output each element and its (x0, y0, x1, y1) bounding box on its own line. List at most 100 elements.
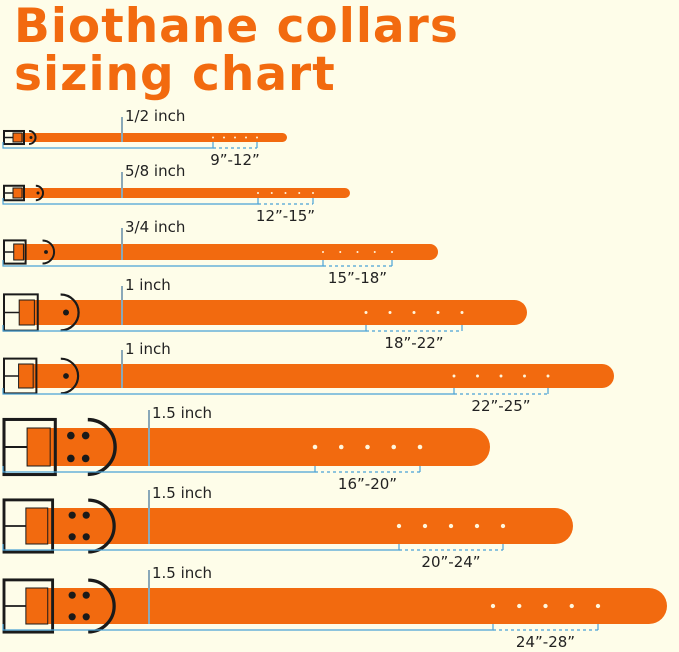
size-range-label: 18”-22” (384, 334, 443, 352)
adjustment-hole (284, 192, 287, 194)
adjustment-hole (569, 603, 574, 609)
buckle-icon (2, 498, 55, 554)
adjustment-hole (365, 444, 370, 450)
adjustment-hole (245, 136, 247, 139)
length-bracket (2, 624, 494, 631)
adjustment-hole (212, 136, 214, 139)
buckle-icon (3, 129, 25, 146)
rivet (29, 136, 33, 139)
buckle-icon (2, 417, 57, 477)
adjustment-hole (270, 192, 273, 194)
adjustment-hole (417, 444, 423, 450)
adjustment-hole (364, 311, 368, 314)
length-bracket (2, 325, 367, 332)
rivet (81, 454, 90, 463)
collar-width-label: 1 inch (125, 276, 171, 294)
collar-width-label: 1.5 inch (152, 564, 212, 582)
rivet (82, 591, 90, 599)
buckle-keeper (18, 363, 34, 389)
size-range-label: 15”-18” (328, 269, 387, 287)
adjustment-hole (298, 192, 301, 194)
collar-strap (15, 133, 287, 142)
collar-width-label: 1.5 inch (152, 484, 212, 502)
rivet (68, 511, 76, 519)
buckle-icon (3, 293, 39, 332)
adjustment-hole (391, 251, 393, 253)
length-bracket (2, 142, 214, 149)
collar-width-label: 1.5 inch (152, 404, 212, 422)
adjustment-hole (543, 603, 548, 609)
adjustment-hole (474, 523, 480, 529)
collar-width-label: 5/8 inch (125, 162, 185, 180)
collar-strap (30, 588, 668, 624)
rivet (67, 431, 75, 440)
buckle-keeper (12, 187, 23, 199)
rivet (68, 613, 76, 621)
buckle-keeper (13, 243, 24, 261)
rivet (81, 431, 90, 440)
adjustment-hole (499, 374, 503, 378)
adjustment-hole (412, 311, 416, 314)
d-ring-icon (28, 130, 37, 145)
adjustment-hole (223, 136, 225, 139)
adjustment-hole (448, 523, 454, 529)
adjustment-hole (460, 311, 464, 314)
buckle-icon (3, 239, 27, 265)
buckle-icon (3, 184, 25, 202)
size-range-label: 9”-12” (210, 151, 260, 169)
rivet (63, 373, 69, 379)
d-ring-icon (60, 293, 80, 332)
title-line-1: Biothane collars (14, 0, 459, 54)
collar-row: 5/8 inch 12”-15” (2, 162, 350, 225)
adjustment-hole (257, 192, 259, 194)
adjustment-hole (436, 311, 440, 314)
adjustment-hole (595, 603, 601, 609)
adjustment-hole (322, 251, 324, 253)
adjustment-hole (452, 374, 456, 378)
collar-row: 1 inch 18”-22” (2, 276, 527, 352)
adjustment-hole (391, 444, 397, 450)
adjustment-hole (517, 603, 522, 609)
rivet (68, 533, 76, 541)
rivet (82, 511, 90, 519)
adjustment-hole (256, 136, 258, 139)
collar-width-label: 3/4 inch (125, 218, 185, 236)
collar-strap (32, 428, 491, 466)
adjustment-hole (476, 374, 479, 378)
buckle-keeper (18, 299, 35, 326)
rivet (36, 191, 40, 195)
buckle-icon (3, 357, 38, 395)
buckle-keeper (12, 132, 23, 143)
buckle-icon (2, 578, 55, 634)
adjustment-hole (312, 192, 314, 194)
adjustment-hole (339, 251, 342, 253)
d-ring-icon (35, 184, 44, 202)
adjustment-hole (373, 251, 376, 253)
collar-width-label: 1/2 inch (125, 107, 185, 125)
buckle-keeper (25, 587, 49, 625)
title-line-2: sizing chart (14, 47, 336, 102)
collar-strap (15, 188, 350, 198)
collar-row: 1 inch 22”-25” (2, 340, 614, 415)
adjustment-hole (234, 136, 236, 139)
buckle-keeper (25, 507, 49, 545)
adjustment-hole (546, 374, 550, 378)
rivet (68, 591, 76, 599)
d-ring-icon (42, 239, 55, 265)
d-ring-icon (60, 357, 80, 395)
adjustment-hole (338, 444, 344, 450)
collar-row: 1/2 inch 9”-12” (2, 107, 287, 169)
size-range-label: 20”-24” (421, 553, 480, 571)
collar-row: 1.5 inch 16”-20” (2, 404, 491, 493)
collar-row: 3/4 inch 15”-18” (2, 218, 438, 287)
adjustment-hole (312, 444, 318, 450)
length-bracket (2, 388, 455, 395)
adjustment-hole (396, 523, 402, 529)
size-range-label: 22”-25” (471, 397, 530, 415)
rivet (67, 454, 75, 463)
collar-row: 1.5 inch 24”-28” (2, 564, 668, 651)
rivet (44, 250, 48, 254)
adjustment-hole (422, 523, 428, 529)
collar-strap (22, 300, 527, 325)
